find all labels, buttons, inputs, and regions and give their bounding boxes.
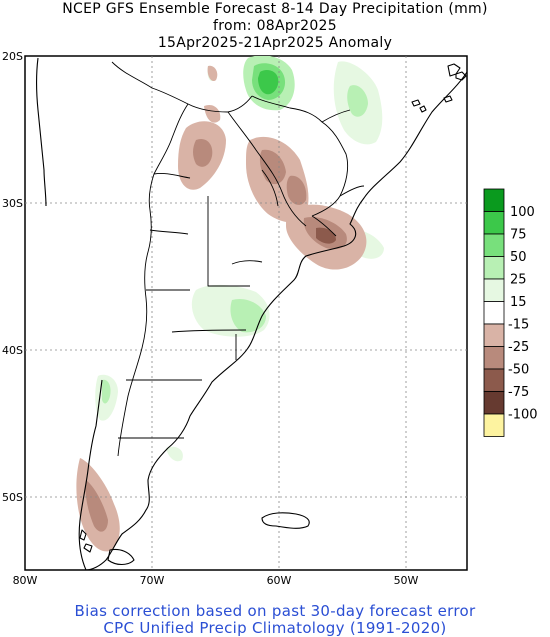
legend-swatches bbox=[483, 188, 505, 437]
lat-label-30s: 30S bbox=[2, 197, 23, 210]
legend-labels: 100 75 50 25 15 -15 -25 -50 -75 -100 bbox=[508, 205, 538, 423]
legend-swatch-25-50 bbox=[483, 256, 505, 280]
legend-swatch-minus50-75 bbox=[483, 368, 505, 392]
climatology-note: CPC Unified Precip Climatology (1991-202… bbox=[103, 619, 447, 637]
forecast-issue-date: from: 08Apr2025 bbox=[213, 18, 337, 34]
latitude-labels: 20S 30S 40S 50S bbox=[2, 50, 23, 504]
map-title: NCEP GFS Ensemble Forecast 8-14 Day Prec… bbox=[62, 1, 488, 17]
legend-label-15: 15 bbox=[510, 295, 527, 310]
lon-label-60w: 60W bbox=[267, 574, 292, 587]
legend-swatch-100-plus bbox=[483, 188, 505, 212]
legend-swatch-neutral bbox=[483, 301, 505, 325]
forecast-valid-period: 15Apr2025-21Apr2025 Anomaly bbox=[157, 35, 393, 51]
legend-label-minus100: -100 bbox=[508, 408, 538, 423]
color-legend: 100 75 50 25 15 -15 -25 -50 -75 -100 bbox=[483, 188, 538, 437]
lon-label-80w: 80W bbox=[13, 574, 38, 587]
legend-swatch-15-25 bbox=[483, 278, 505, 302]
lat-label-20s: 20S bbox=[2, 50, 23, 63]
bias-correction-note: Bias correction based on past 30-day for… bbox=[74, 602, 476, 620]
legend-label-75: 75 bbox=[510, 228, 527, 243]
coastlines bbox=[35, 57, 467, 570]
borders bbox=[111, 61, 365, 457]
legend-label-25: 25 bbox=[510, 273, 527, 288]
legend-swatch-minus75-100 bbox=[483, 391, 505, 415]
legend-label-100: 100 bbox=[510, 205, 535, 220]
lon-label-50w: 50W bbox=[394, 574, 419, 587]
legend-swatch-minus100 bbox=[483, 413, 505, 437]
lon-label-70w: 70W bbox=[140, 574, 165, 587]
legend-swatch-50-75 bbox=[483, 233, 505, 257]
legend-label-minus50: -50 bbox=[508, 363, 529, 378]
legend-label-minus75: -75 bbox=[508, 385, 529, 400]
longitude-labels: 80W 70W 60W 50W bbox=[13, 574, 419, 587]
legend-swatch-minus25-50 bbox=[483, 346, 505, 370]
legend-label-minus15: -15 bbox=[508, 318, 529, 333]
legend-label-minus25: -25 bbox=[508, 340, 529, 355]
legend-label-50: 50 bbox=[510, 250, 527, 265]
legend-swatch-minus15-25 bbox=[483, 323, 505, 347]
lat-label-40s: 40S bbox=[2, 344, 23, 357]
anomaly-shading bbox=[76, 56, 384, 552]
legend-swatch-75-100 bbox=[483, 211, 505, 235]
lat-label-50s: 50S bbox=[2, 491, 23, 504]
